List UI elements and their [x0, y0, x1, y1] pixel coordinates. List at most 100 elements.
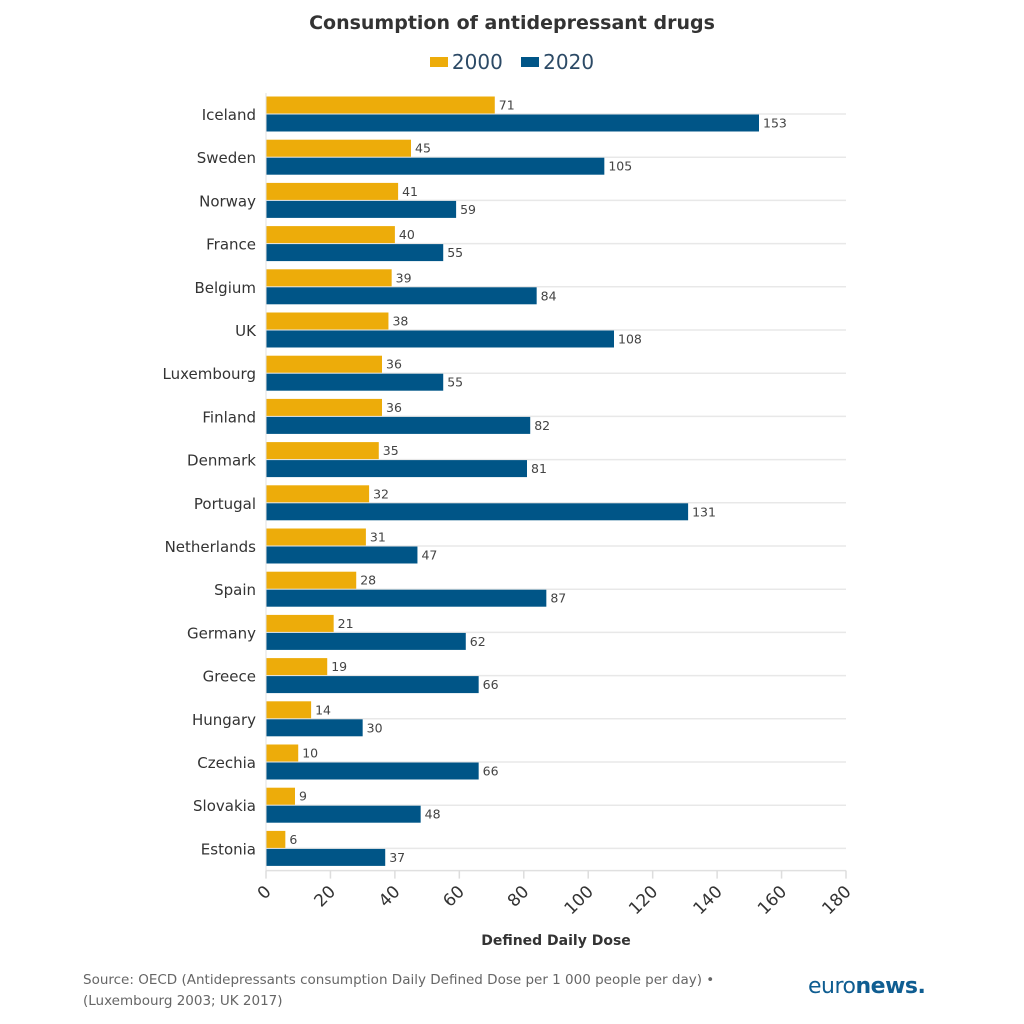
- x-axis-title: Defined Daily Dose: [481, 933, 631, 949]
- x-tick-label: 140: [690, 882, 727, 919]
- data-label: 62: [470, 634, 486, 649]
- data-label: 9: [299, 789, 307, 804]
- bar-2020: [266, 589, 547, 607]
- bar-2000: [266, 182, 399, 200]
- bar-2000: [266, 485, 370, 503]
- source-line-2: (Luxembourg 2003; UK 2017): [83, 993, 283, 1009]
- bar-2000: [266, 614, 334, 632]
- legend-swatch: [429, 57, 448, 67]
- data-label: 105: [608, 159, 632, 174]
- category-label: Estonia: [201, 840, 256, 858]
- data-label: 84: [541, 288, 557, 303]
- data-label: 10: [302, 746, 318, 761]
- category-label: Netherlands: [165, 538, 257, 556]
- data-label: 59: [460, 202, 476, 217]
- bar-2020: [266, 330, 614, 348]
- category-label: Norway: [199, 192, 256, 210]
- bar-2000: [266, 787, 295, 805]
- bar-chart: Iceland 71 153 Sweden 45 105 Norway 41 59 France 4…: [163, 93, 856, 949]
- bar-2000: [266, 571, 357, 589]
- source-note: Source: OECD (Antidepressants consumptio…: [83, 970, 783, 1012]
- category-label: Finland: [202, 408, 256, 426]
- data-label: 48: [425, 807, 441, 822]
- chart-title: Consumption of antidepressant drugs: [309, 12, 715, 34]
- data-label: 40: [399, 227, 415, 242]
- bar-2000: [266, 312, 389, 330]
- bar-2020: [266, 546, 418, 564]
- bar-2020: [266, 287, 537, 305]
- data-label: 66: [483, 764, 499, 779]
- data-label: 45: [415, 141, 431, 156]
- bar-2020: [266, 157, 605, 175]
- category-label: Spain: [214, 581, 256, 599]
- source-line-1: Source: OECD (Antidepressants consumptio…: [83, 972, 715, 988]
- bar-2020: [266, 805, 421, 823]
- bar-2020: [266, 373, 444, 391]
- bar-2020: [266, 848, 386, 866]
- data-label: 36: [386, 400, 402, 415]
- data-label: 153: [763, 116, 787, 131]
- category-label: France: [206, 236, 256, 254]
- x-tick-label: 100: [561, 882, 598, 919]
- data-label: 82: [534, 418, 550, 433]
- data-label: 41: [402, 184, 418, 199]
- data-label: 14: [315, 702, 331, 717]
- data-label: 81: [531, 461, 547, 476]
- x-tick-label: 60: [439, 882, 468, 911]
- x-tick-label: 120: [625, 882, 662, 919]
- legend-swatch: [521, 57, 540, 67]
- bar-2020: [266, 719, 363, 737]
- bar-2000: [266, 226, 395, 244]
- legend-item-2020[interactable]: 2020: [521, 50, 594, 74]
- bar-2000: [266, 830, 286, 848]
- data-label: 131: [692, 504, 716, 519]
- legend-label: 2020: [543, 50, 595, 74]
- bar-2020: [266, 762, 479, 780]
- data-label: 38: [392, 314, 408, 329]
- category-label: Denmark: [187, 452, 256, 470]
- bar-2020: [266, 200, 457, 218]
- legend: 2000 2020: [0, 48, 1024, 74]
- data-label: 31: [370, 530, 386, 545]
- bar-2000: [266, 96, 495, 114]
- bar-2020: [266, 114, 759, 132]
- data-label: 28: [360, 573, 376, 588]
- data-label: 35: [383, 443, 399, 458]
- category-label: Belgium: [195, 279, 257, 297]
- x-tick-label: 180: [818, 882, 855, 919]
- bar-2020: [266, 244, 444, 262]
- bar-2000: [266, 269, 392, 287]
- legend-item-2000[interactable]: 2000: [429, 50, 503, 74]
- bar-2000: [266, 139, 411, 157]
- category-label: Iceland: [202, 106, 256, 124]
- data-label: 32: [373, 486, 389, 501]
- category-label: Hungary: [192, 711, 256, 729]
- x-tick-label: 0: [254, 882, 276, 904]
- bar-2000: [266, 442, 379, 460]
- x-tick-label: 80: [504, 882, 533, 911]
- category-label: Sweden: [197, 149, 256, 167]
- data-label: 21: [338, 616, 354, 631]
- bar-2020: [266, 676, 479, 694]
- category-label: Luxembourg: [163, 365, 257, 383]
- data-label: 19: [331, 659, 347, 674]
- data-label: 55: [447, 245, 463, 260]
- data-label: 6: [289, 832, 297, 847]
- category-label: Germany: [187, 624, 256, 642]
- data-label: 108: [618, 332, 642, 347]
- bar-2000: [266, 744, 299, 762]
- bar-2020: [266, 503, 689, 521]
- legend-label: 2000: [451, 50, 503, 74]
- x-tick-label: 40: [375, 882, 404, 911]
- data-label: 39: [396, 270, 412, 285]
- data-label: 30: [367, 720, 383, 735]
- x-tick-label: 20: [311, 882, 340, 911]
- bar-2020: [266, 632, 466, 650]
- category-label: UK: [235, 322, 257, 340]
- data-label: 36: [386, 357, 402, 372]
- data-label: 66: [483, 677, 499, 692]
- category-label: Czechia: [197, 754, 256, 772]
- bar-2000: [266, 398, 382, 416]
- bar-2000: [266, 658, 328, 676]
- data-label: 37: [389, 850, 405, 865]
